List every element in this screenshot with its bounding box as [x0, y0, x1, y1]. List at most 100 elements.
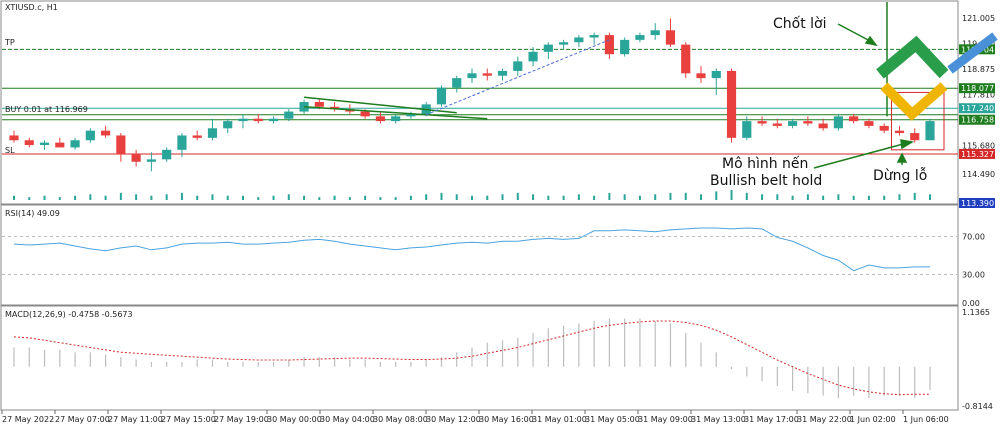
price-tag-label: 115.327 — [961, 150, 994, 159]
volume-bar — [806, 194, 809, 200]
current-price-tag-label: 113.390 — [961, 199, 994, 208]
candle-body — [177, 135, 187, 150]
volume-bar — [287, 194, 290, 200]
annotation-pattern-line2: Bullish belt hold — [710, 173, 822, 189]
volume-bar — [883, 195, 886, 200]
logo-blue-stroke — [947, 32, 998, 74]
volume-bar — [28, 197, 31, 200]
x-tick-label: 30 May 00:00 — [267, 415, 322, 424]
annotation-arrows — [813, 23, 915, 169]
volume-bar — [669, 192, 672, 200]
candle-body — [116, 135, 126, 155]
volume-bar — [272, 195, 275, 200]
volume-bar — [394, 197, 397, 200]
x-tick-label: 27 May 11:00 — [108, 415, 163, 424]
candle-body — [253, 118, 263, 122]
arrow-head-pattern — [900, 139, 915, 150]
current-price-tag — [959, 198, 995, 208]
stop-loss-box — [890, 91, 945, 151]
rsi-panel: 70.00 30.00 0.00 — [2, 227, 985, 308]
candle-body — [879, 125, 889, 131]
x-tick-label: 27 May 07:00 — [55, 415, 110, 424]
rsi-title: RSI(14) 49.09 — [5, 209, 60, 218]
volume-bar — [516, 192, 519, 200]
x-tick-label: 31 May 09:00 — [638, 415, 693, 424]
candle-body — [146, 159, 156, 162]
volume-bar — [89, 194, 92, 200]
lnk-logo-icon — [876, 32, 998, 121]
volume-bar — [242, 195, 244, 200]
candle-body — [238, 118, 248, 122]
candle-body — [39, 142, 50, 146]
candle-body — [360, 111, 370, 117]
x-tick-label: 27 May 19:00 — [214, 415, 269, 424]
candle-body — [131, 154, 141, 162]
candle-body — [268, 118, 279, 122]
candle-body — [574, 37, 584, 43]
price-tick-label: 114.490 — [962, 170, 995, 179]
rsi-tick-label: 70.00 — [962, 233, 985, 242]
volume-bar — [135, 194, 138, 200]
x-tick-label: 31 May 01:00 — [532, 415, 587, 424]
volume-bar — [440, 192, 443, 200]
volume-bar — [867, 195, 870, 200]
volume-bar — [348, 197, 351, 200]
candle-body — [665, 30, 676, 45]
candle-body — [620, 39, 630, 55]
candle-body — [467, 73, 477, 79]
volume-bar — [837, 194, 840, 200]
volume-bar — [150, 195, 153, 200]
price-panel: 121.005119.940118.875117.810115.680114.4… — [2, 2, 995, 208]
volume-bar — [608, 192, 611, 200]
volume-bar — [929, 194, 931, 200]
level-label-sl: SL — [5, 146, 15, 155]
candle-body — [650, 30, 660, 36]
candle-body — [833, 116, 843, 129]
candle-body — [55, 142, 65, 148]
price-tag — [959, 114, 995, 125]
candle-body — [864, 121, 874, 126]
volume-bar — [333, 195, 336, 200]
volume-bar — [577, 194, 580, 200]
volume-bar — [623, 194, 626, 200]
volume-bar — [364, 195, 367, 200]
candle-body — [162, 149, 172, 160]
x-tick-label: 31 May 17:00 — [744, 415, 799, 424]
candle-body — [101, 130, 111, 136]
x-tick-label: 30 May 08:00 — [373, 415, 428, 424]
volume-bar — [226, 195, 229, 200]
candle-body — [436, 87, 447, 105]
volume-bar — [913, 192, 916, 200]
candle-body — [726, 70, 737, 138]
arrow-take-profit — [837, 23, 873, 43]
price-tick-label: 115.680 — [962, 142, 995, 151]
price-tick-label: 118.875 — [962, 65, 995, 74]
candle-body — [375, 116, 385, 122]
annotation-stop-loss: Dừng lỗ — [873, 167, 927, 184]
price-tick-label: 117.810 — [962, 91, 995, 100]
volume-bar — [13, 195, 15, 200]
x-tick-label: 1 Jun 02:00 — [850, 415, 896, 424]
volume-bar — [409, 195, 412, 200]
macd-tick-label: 1.1365 — [962, 308, 990, 317]
candle-body — [513, 61, 523, 71]
x-tick-label: 31 May 05:00 — [585, 415, 640, 424]
volume-bar — [257, 197, 260, 200]
volume-bar — [379, 197, 382, 200]
candle-body — [223, 121, 233, 129]
candle-body — [299, 102, 309, 112]
annotation-take-profit: Chốt lời — [773, 15, 827, 32]
arrow-pattern — [813, 142, 908, 169]
price-chart-title: XTIUSD.c, H1 — [5, 3, 58, 12]
rsi-tick-label: 0.00 — [962, 299, 980, 308]
candle-body — [24, 140, 34, 146]
volume-bar — [684, 192, 687, 200]
candle-body — [330, 106, 340, 110]
volume-bar — [822, 195, 825, 200]
volume-bar — [119, 192, 122, 200]
logo-yellow-stroke — [880, 82, 948, 121]
x-tick-label: 30 May 16:00 — [479, 415, 534, 424]
candle-body — [589, 35, 599, 38]
